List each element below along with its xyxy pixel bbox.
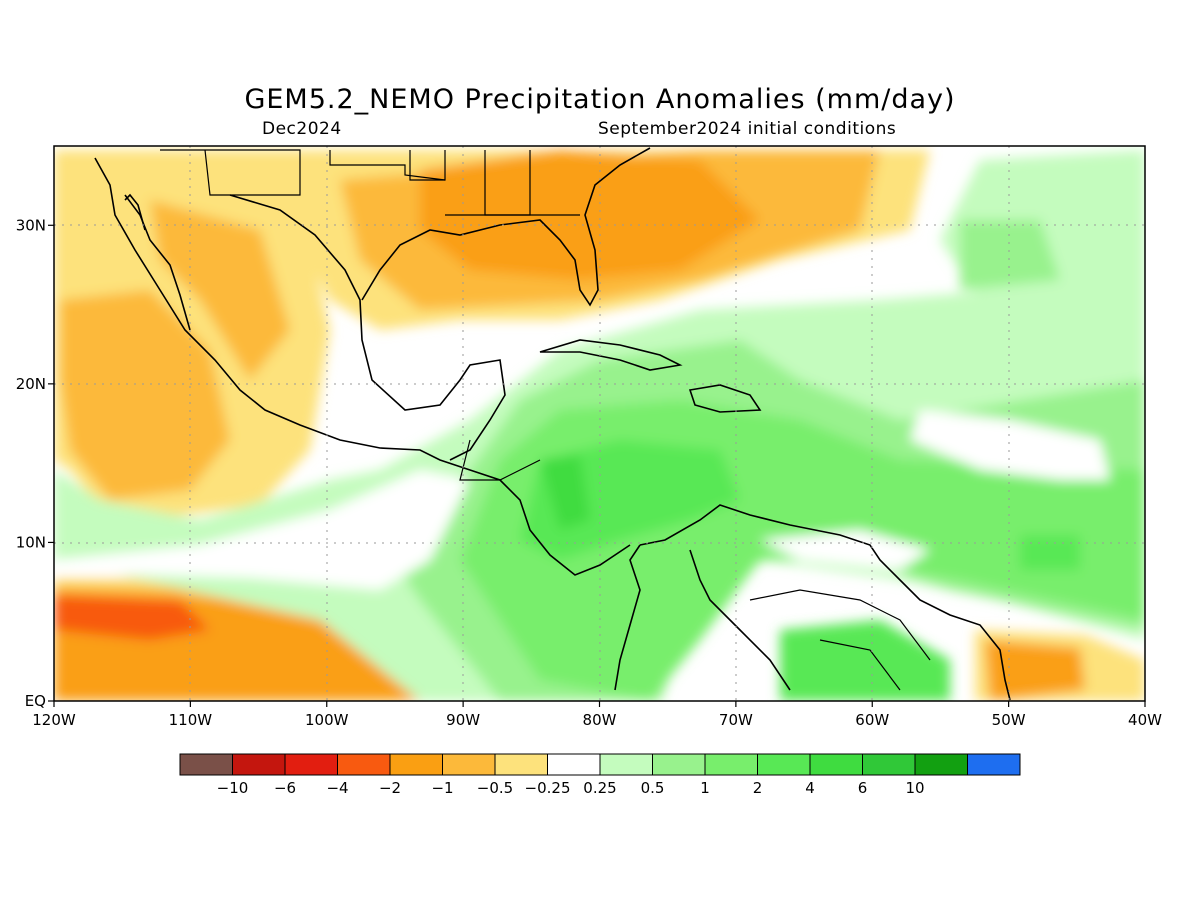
- colorbar-label: 6: [858, 779, 868, 797]
- colorbar-swatch: [967, 753, 1021, 776]
- colorbar-label: −0.5: [477, 779, 513, 797]
- colorbar-label: 1: [700, 779, 710, 797]
- wet-region-caribbean-max: [540, 455, 590, 530]
- wet-region-atlantic-core: [960, 220, 1060, 290]
- colorbar-swatch: [494, 753, 548, 776]
- colorbar-swatch: [284, 753, 338, 776]
- dry-region-pacific-north-core: [60, 290, 230, 500]
- x-tick-label: 40W: [1128, 711, 1162, 729]
- colorbar: −10 −6 −4 −2 −1 −0.5 −0.25 0.25 0.5 1 2 4 6 10: [179, 753, 1021, 797]
- dry-band-south-red1: [54, 595, 210, 640]
- colorbar-swatch: [862, 753, 916, 776]
- grid-lines: [54, 146, 1145, 701]
- colorbar-label: 0.5: [641, 779, 665, 797]
- x-tick-label: 60W: [855, 711, 889, 729]
- dry-region-baja: [150, 200, 290, 380]
- colorbar-swatch: [809, 753, 863, 776]
- x-tick-label: 120W: [32, 711, 76, 729]
- colorbar-swatch: [442, 753, 496, 776]
- colorbar-label: 10: [905, 779, 924, 797]
- x-tick-label: 90W: [446, 711, 480, 729]
- wet-region-east-cell: [1020, 535, 1080, 570]
- colorbar-label: −1: [431, 779, 453, 797]
- initial-conditions: September2024 initial conditions: [598, 119, 897, 139]
- neutral-gap-east: [910, 410, 1110, 480]
- colorbar-swatch: [652, 753, 706, 776]
- colorbar-label: 4: [805, 779, 815, 797]
- colorbar-label: −10: [217, 779, 249, 797]
- dry-region-ne-brazil-core: [985, 640, 1085, 701]
- colorbar-swatch: [232, 753, 286, 776]
- colorbar-swatch: [704, 753, 758, 776]
- x-tick-label: 70W: [719, 711, 753, 729]
- colorbar-label: −6: [274, 779, 296, 797]
- y-tick-label: EQ: [25, 692, 46, 710]
- neutral-gap-trough: [54, 470, 470, 590]
- coastlines: [94, 147, 1011, 701]
- colorbar-swatch: [757, 753, 811, 776]
- neutral-gap-southam: [760, 530, 930, 570]
- x-tick-label: 50W: [992, 711, 1026, 729]
- x-axis-ticks: 120W 110W 100W 90W 80W 70W 60W 50W 40W: [32, 701, 1162, 729]
- colorbar-swatch: [179, 753, 233, 776]
- colorbar-label: −0.25: [525, 779, 571, 797]
- x-tick-label: 80W: [583, 711, 617, 729]
- colorbar-swatch: [599, 753, 653, 776]
- x-tick-label: 110W: [169, 711, 213, 729]
- colorbar-swatch: [337, 753, 391, 776]
- forecast-month: Dec2024: [262, 119, 342, 139]
- colorbar-swatch: [547, 753, 601, 776]
- dry-region-se-us: [420, 150, 760, 280]
- y-tick-label: 20N: [16, 375, 46, 393]
- colorbar-label: 0.25: [583, 779, 616, 797]
- map-title: GEM5.2_NEMO Precipitation Anomalies (mm/…: [244, 84, 956, 115]
- colorbar-label: 2: [753, 779, 763, 797]
- x-tick-label: 100W: [305, 711, 349, 729]
- y-tick-label: 30N: [16, 216, 46, 234]
- colorbar-label: −2: [379, 779, 401, 797]
- colorbar-label: −4: [326, 779, 348, 797]
- anomaly-field: [54, 146, 1145, 701]
- political-borders: [160, 149, 931, 691]
- y-tick-label: 10N: [16, 533, 46, 551]
- colorbar-swatch: [389, 753, 443, 776]
- y-axis-ticks: EQ 10N 20N 30N: [16, 216, 54, 710]
- colorbar-swatch: [914, 753, 968, 776]
